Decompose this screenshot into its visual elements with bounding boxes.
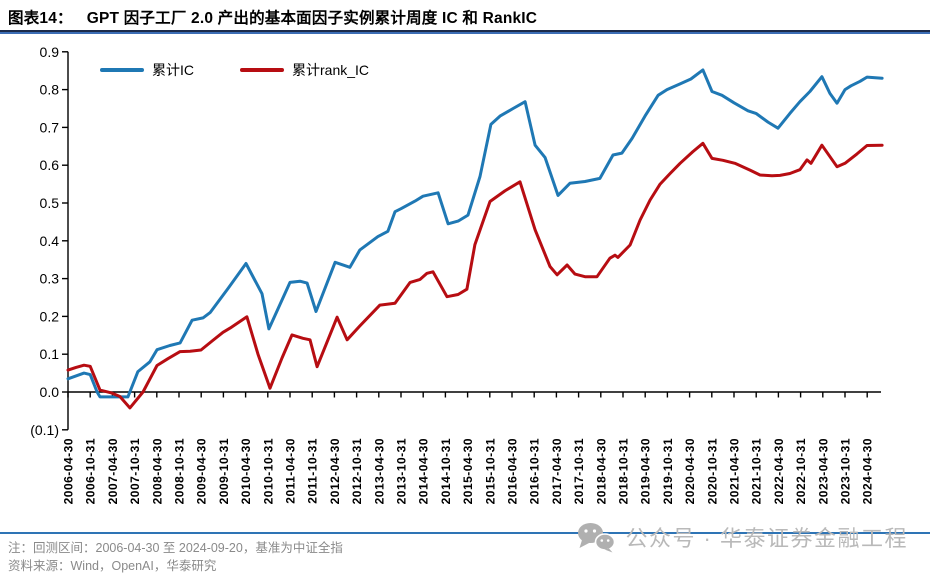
- y-tick-label: 0.7: [40, 119, 60, 135]
- x-tick-label: 2024-04-30: [861, 438, 875, 504]
- y-tick-label: 0.2: [40, 308, 60, 324]
- chart-legend: 累计IC 累计rank_IC: [100, 60, 369, 80]
- x-tick-label: 2007-10-31: [128, 438, 142, 504]
- legend-label-rank-ic: 累计rank_IC: [292, 62, 370, 78]
- footnote-backtest-range: 注：回测区间：2006-04-30 至 2024-09-20，基准为中证全指: [8, 541, 343, 555]
- y-tick-label: 0.3: [40, 271, 60, 287]
- x-tick-label: 2013-10-31: [395, 438, 409, 504]
- watermark-text: 公众号 · 华泰证券金融工程: [625, 526, 908, 551]
- x-tick-label: 2011-10-31: [306, 438, 320, 504]
- line-chart-svg: 0.90.80.70.60.50.40.30.20.10.0(0.1)2006-…: [30, 44, 884, 504]
- x-tick-label: 2012-10-31: [350, 438, 364, 504]
- x-tick-label: 2010-10-31: [261, 438, 275, 504]
- chart-area: 0.9 0.8 0.7 0.6 0.5 0.4 0.3 0.2 0.1 0.0 (0.1) 2006-…: [0, 38, 930, 532]
- x-tick-label: 2023-04-30: [816, 438, 830, 504]
- x-tick-label: 2019-04-30: [639, 438, 653, 504]
- legend-label-ic: 累计IC: [152, 62, 194, 78]
- x-tick-label: 2008-10-31: [173, 438, 187, 504]
- figure-title: 图表14： GPT 因子工厂 2.0 产出的基本面因子实例累计周度 IC 和 Ra…: [8, 6, 922, 28]
- footnotes: 注：回测区间：2006-04-30 至 2024-09-20，基准为中证全指 资…: [8, 539, 343, 575]
- x-tick-label: 2016-04-30: [506, 438, 520, 504]
- x-tick-label: 2011-04-30: [284, 438, 298, 504]
- wechat-icon: [578, 522, 616, 552]
- y-tick-label: 0.8: [40, 82, 60, 98]
- title-rule-dark: [0, 30, 930, 32]
- x-tick-label: 2007-04-30: [106, 438, 120, 504]
- x-tick-label: 2017-10-31: [572, 438, 586, 504]
- x-tick-label: 2015-10-31: [483, 438, 497, 504]
- x-tick-label: 2018-10-31: [617, 438, 631, 504]
- x-tick-label: 2016-10-31: [528, 438, 542, 504]
- x-tick-label: 2020-10-31: [705, 438, 719, 504]
- x-tick-label: 2021-10-31: [750, 438, 764, 504]
- x-tick-label: 2010-04-30: [239, 438, 253, 504]
- x-tick-label: 2013-04-30: [372, 438, 386, 504]
- title-rule-blue: [0, 32, 930, 34]
- x-tick-label: 2020-04-30: [683, 438, 697, 504]
- figure-number-label: 图表14：: [8, 10, 73, 27]
- x-tick-label: 2021-04-30: [728, 438, 742, 504]
- y-tick-label: 0.1: [40, 346, 60, 362]
- legend-swatch-rank-ic: [240, 68, 284, 72]
- y-tick-label: 0.6: [40, 157, 60, 173]
- x-tick-label: 2009-04-30: [195, 438, 209, 504]
- x-tick-label: 2018-04-30: [594, 438, 608, 504]
- series-line-0: [66, 68, 884, 399]
- x-tick-label: 2014-04-30: [417, 438, 431, 504]
- series-line-1: [66, 141, 884, 410]
- y-tick-label: (0.1): [30, 422, 59, 438]
- x-tick-label: 2008-04-30: [150, 438, 164, 504]
- legend-swatch-ic: [100, 68, 144, 72]
- x-tick-label: 2006-04-30: [62, 438, 76, 504]
- x-tick-label: 2017-04-30: [550, 438, 564, 504]
- x-tick-label: 2012-04-30: [328, 438, 342, 504]
- x-tick-label: 2019-10-31: [661, 438, 675, 504]
- y-tick-label: 0.0: [40, 384, 60, 400]
- legend-item-rank-ic: 累计rank_IC: [240, 60, 369, 80]
- legend-item-ic: 累计IC: [100, 60, 194, 80]
- footer-rule-blue: [0, 532, 930, 534]
- x-tick-label: 2022-04-30: [772, 438, 786, 504]
- x-tick-label: 2006-10-31: [84, 438, 98, 504]
- x-tick-label: 2015-04-30: [461, 438, 475, 504]
- footnote-source: 资料来源：Wind，OpenAI，华泰研究: [8, 559, 217, 573]
- y-tick-label: 0.9: [40, 44, 60, 60]
- wechat-watermark: 公众号 · 华泰证券金融工程: [577, 521, 908, 553]
- y-tick-label: 0.4: [40, 233, 60, 249]
- x-tick-label: 2022-10-31: [794, 438, 808, 504]
- x-tick-label: 2014-10-31: [439, 438, 453, 504]
- x-tick-label: 2009-10-31: [217, 438, 231, 504]
- x-tick-label: 2023-10-31: [839, 438, 853, 504]
- figure-title-text: GPT 因子工厂 2.0 产出的基本面因子实例累计周度 IC 和 RankIC: [86, 10, 538, 27]
- y-tick-label: 0.5: [40, 195, 60, 211]
